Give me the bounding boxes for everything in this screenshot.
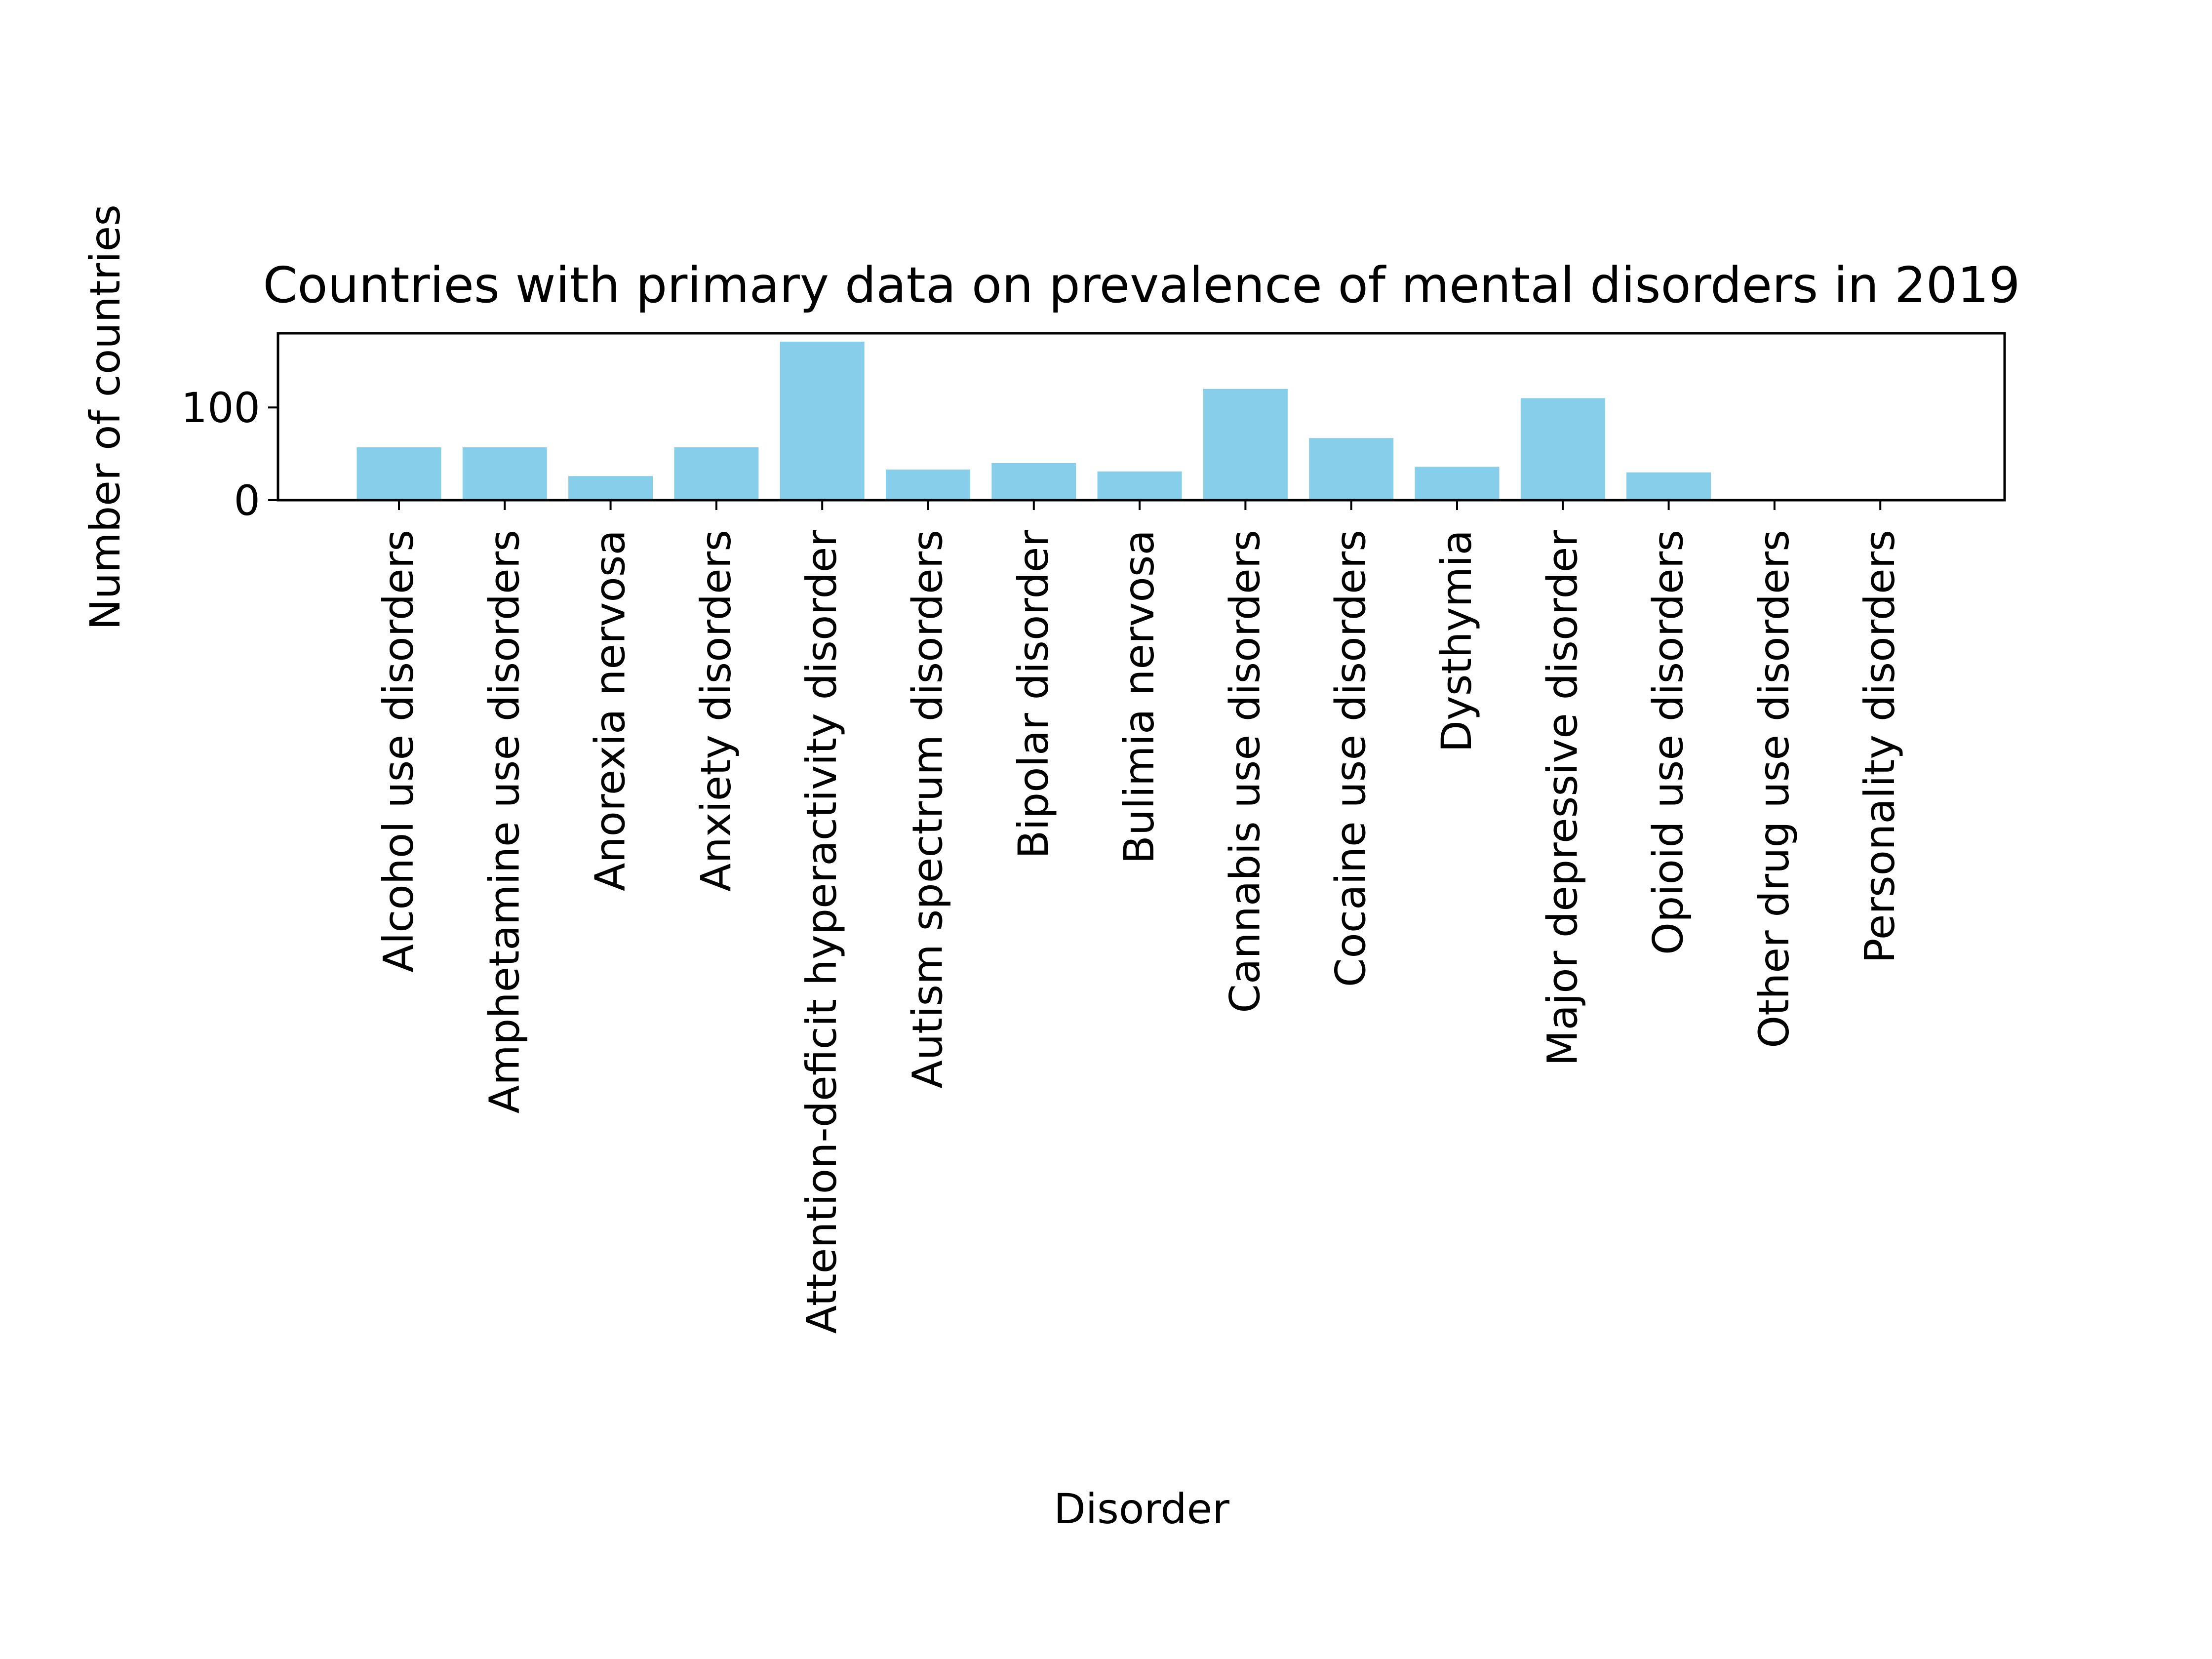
bar (462, 447, 547, 500)
bar (674, 447, 759, 500)
bar (1097, 471, 1182, 500)
bar (356, 447, 441, 500)
bars-group (356, 341, 1711, 500)
bar (780, 341, 865, 500)
x-tick-label: Cocaine use disorders (1327, 530, 1375, 987)
x-tick-label: Attention-deficit hyperactivity disorder (797, 530, 846, 1334)
x-tick-label: Other drug use disorders (1750, 530, 1798, 1048)
x-tick-label: Anorexia nervosa (586, 530, 634, 891)
bar (1415, 467, 1500, 500)
bar (568, 476, 653, 500)
x-tick-label: Bulimia nervosa (1115, 530, 1163, 864)
chart-title: Countries with primary data on prevalenc… (263, 256, 2020, 314)
x-tick-label: Amphetamine use disorders (480, 530, 528, 1113)
y-axis-ticks: 0 100 (181, 384, 278, 525)
x-tick-label: Autism spectrum disorders (904, 530, 952, 1089)
x-tick-label: Dysthymia (1432, 530, 1481, 752)
x-tick-label: Opioid use disorders (1644, 530, 1693, 955)
x-tick-label: Alcohol use disorders (374, 530, 423, 973)
bar (1203, 389, 1288, 500)
bar (886, 470, 970, 500)
x-axis-label: Disorder (1054, 1485, 1229, 1533)
x-tick-label: Personality disorders (1856, 530, 1904, 963)
plot-frame (276, 332, 2006, 502)
bar (1520, 398, 1605, 500)
x-tick-label: Major depressive disorder (1538, 530, 1586, 1066)
bar (1309, 438, 1394, 500)
y-tick-label: 100 (181, 384, 260, 432)
x-tick-label: Anxiety disorders (692, 530, 740, 892)
y-axis-label: Number of countries (81, 204, 129, 630)
y-tick-label: 0 (234, 476, 260, 525)
bar (1626, 472, 1711, 500)
x-axis-ticks: Alcohol use disorders Amphetamine use dis… (374, 500, 1904, 1334)
bar (991, 463, 1076, 500)
x-tick-label: Cannabis use disorders (1221, 530, 1269, 1013)
x-tick-label: Bipolar disorder (1009, 530, 1058, 859)
